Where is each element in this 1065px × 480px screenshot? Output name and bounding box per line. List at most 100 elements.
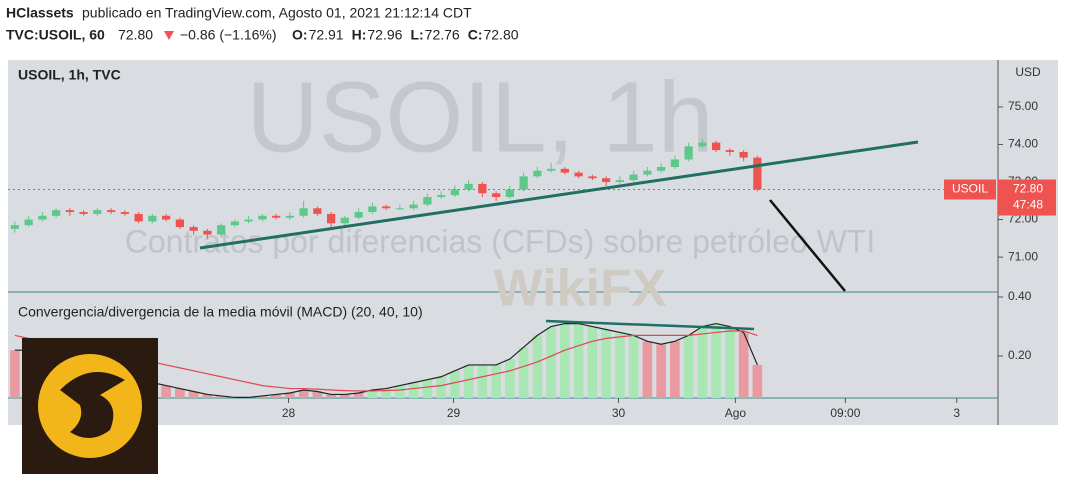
macd-bar [395, 385, 405, 398]
macd-bar [628, 335, 639, 398]
candle-body [382, 206, 391, 209]
candle-body [629, 174, 638, 181]
macd-bar [161, 385, 171, 398]
symbol-watermark: USOIL, 1h [247, 61, 714, 173]
candle-body [643, 170, 652, 175]
candle-body [657, 166, 666, 171]
candle-body [10, 225, 19, 229]
macd-bar [697, 326, 708, 398]
macd-bar [711, 323, 721, 398]
macd-bar [271, 394, 281, 398]
candle-body [38, 215, 47, 220]
macd-bar [436, 376, 446, 398]
ohlc-value: 72.80 [483, 27, 518, 43]
last-price-box [998, 179, 1056, 216]
ohlc-value: 72.76 [425, 27, 460, 43]
macd-bar [615, 332, 625, 398]
candle-body [684, 146, 693, 160]
logo-eagle [60, 372, 125, 439]
x-tick-label: Ago [725, 406, 747, 420]
down-arrow [164, 31, 174, 40]
ohlc-label: O: [292, 27, 308, 43]
macd-bar [463, 364, 474, 398]
candle-body [299, 208, 308, 216]
macd-bar [601, 329, 611, 398]
y-tick-label: 0.40 [1008, 289, 1032, 303]
y-tick-label: 75.00 [1008, 99, 1038, 113]
y-tick-label: 0.20 [1008, 348, 1032, 362]
macd-bar [188, 391, 199, 398]
x-tick-label: 29 [447, 406, 461, 420]
macd-bar [491, 364, 501, 398]
candle-body [574, 172, 583, 177]
candle-body [230, 221, 239, 226]
x-tick-label: 28 [282, 406, 296, 420]
macd-bar [285, 392, 295, 398]
ohlc-label: L: [410, 27, 423, 43]
macd-bar [738, 332, 749, 398]
macd-bar [587, 326, 598, 398]
candle-body [368, 206, 377, 213]
candle-body [24, 219, 33, 226]
macd-bar [546, 326, 556, 398]
macd-bar [422, 379, 433, 398]
macd-bar [353, 392, 364, 398]
candle-body [162, 215, 171, 220]
brand-watermark: WikiFX [494, 260, 667, 318]
macd-bar [326, 394, 336, 398]
macd-bar [683, 335, 694, 398]
divergence-line [545, 319, 755, 331]
candle-body [175, 219, 184, 228]
macd-bar [752, 364, 763, 398]
candle-body [725, 150, 734, 152]
macd-title: Convergencia/divergencia de la media móv… [18, 304, 423, 320]
macd-bar [642, 341, 653, 398]
pane-title: USOIL, 1h, TVC [18, 67, 121, 83]
x-tick-label: 09:00 [830, 406, 860, 420]
candle-body [588, 176, 597, 179]
macd-bar [202, 394, 213, 398]
macd-bar [216, 395, 226, 398]
macd-bar [573, 323, 584, 398]
candle-body [107, 210, 116, 213]
candle-body [258, 215, 267, 220]
last-price-symbol: USOIL [952, 182, 988, 196]
candle-body [753, 157, 762, 190]
candle-body [354, 212, 363, 218]
candle-body [244, 219, 253, 222]
trend-line [199, 140, 919, 250]
candle-body [505, 189, 514, 198]
candle-body [560, 168, 569, 173]
candle-body [423, 197, 432, 205]
last-price-symbol-box [944, 179, 996, 200]
candle-body [615, 180, 624, 183]
macd-bar [725, 326, 735, 398]
candle-body [93, 210, 102, 214]
macd-bar [312, 391, 323, 398]
candle-body [65, 210, 74, 213]
candle-body [285, 215, 294, 218]
change: −0.86 (−1.16%) [180, 27, 277, 43]
candle-body [409, 204, 418, 209]
candle-body [217, 225, 226, 235]
macd-bar [340, 394, 350, 398]
last-price-label: 72.80 [1013, 182, 1043, 196]
candle-body [52, 210, 61, 216]
candle-body [519, 176, 528, 190]
candle-body [79, 212, 88, 214]
candle-body [272, 215, 281, 218]
macd-bar [532, 335, 543, 398]
candle-body [437, 195, 446, 198]
candle-body [533, 170, 542, 177]
published: publicado en TradingView.com, Agosto 01,… [82, 5, 472, 21]
ohlc-value: 72.91 [309, 27, 344, 43]
macd-bar [175, 388, 185, 398]
x-tick-label: 30 [612, 406, 626, 420]
logo [22, 338, 158, 474]
macd-bar [10, 350, 20, 398]
ohlc-value: 72.96 [367, 27, 402, 43]
author: HClassets [6, 5, 74, 21]
candle-body [464, 183, 473, 190]
